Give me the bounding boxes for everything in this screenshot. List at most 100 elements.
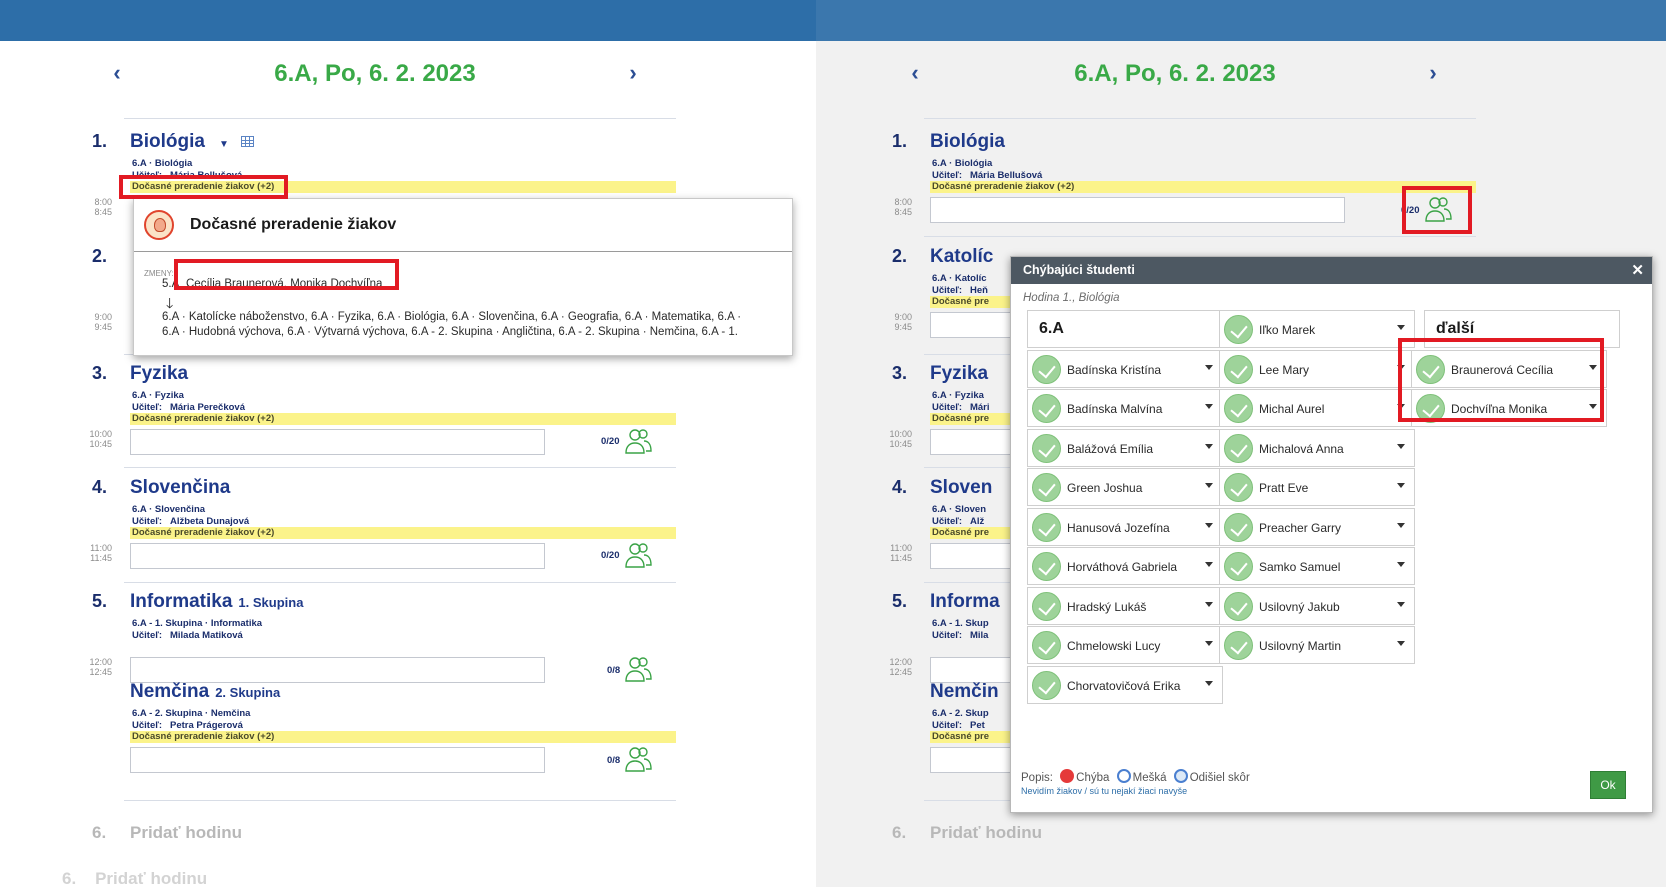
student-row[interactable]: Horváthová Gabriela (1027, 547, 1223, 585)
lesson-name[interactable]: Biológia ▼ (130, 131, 254, 153)
temporary-transfer-note[interactable]: Dočasné preradenie žiakov (+2) (130, 413, 676, 425)
student-row[interactable]: Hradský Lukáš (1027, 586, 1223, 625)
lesson-name[interactable]: Katolíc (930, 246, 994, 267)
chevron-down-icon[interactable] (1589, 404, 1597, 409)
attendance-count: 0/20 (1401, 205, 1420, 216)
chevron-down-icon[interactable] (1205, 522, 1213, 528)
chevron-down-icon[interactable] (1205, 404, 1213, 409)
present-check-icon[interactable] (1032, 394, 1061, 423)
lesson-topic-input[interactable] (130, 747, 545, 773)
student-row[interactable]: Braunerová Cecília (1411, 349, 1607, 388)
lesson-name[interactable]: Informa (930, 591, 1000, 612)
chevron-down-icon[interactable] (1205, 562, 1213, 567)
present-check-icon[interactable] (1224, 433, 1253, 463)
temporary-transfer-note[interactable]: Dočasné preradenie žiakov (+2) (130, 527, 676, 539)
temporary-transfer-note[interactable]: Dočasné preradenie žiakov (+2) (130, 731, 676, 743)
student-row[interactable]: Chmelowski Lucy (1027, 626, 1223, 664)
chevron-down-icon[interactable]: ▼ (218, 139, 229, 150)
present-check-icon[interactable] (1224, 394, 1253, 423)
present-check-icon[interactable] (1224, 473, 1253, 502)
student-row[interactable]: Samko Samuel (1219, 547, 1415, 585)
add-lesson-button[interactable]: Pridať hodinu (130, 823, 243, 842)
lesson-name[interactable]: Biológia (930, 131, 1005, 152)
present-check-icon[interactable] (1224, 552, 1253, 581)
lesson-name[interactable]: Informatika 1. Skupina (130, 591, 303, 613)
lesson-topic-input[interactable] (130, 543, 545, 569)
lesson-name[interactable]: Fyzika (930, 363, 989, 384)
chevron-down-icon[interactable] (1205, 443, 1213, 449)
student-row[interactable]: Badínska Kristína (1027, 349, 1223, 388)
lesson-topic-input[interactable] (130, 657, 545, 683)
students-icon[interactable] (624, 655, 652, 683)
present-check-icon[interactable] (1032, 433, 1061, 463)
chevron-down-icon[interactable] (1397, 483, 1405, 488)
lesson-topic-input[interactable] (930, 197, 1345, 223)
lesson-name[interactable]: Fyzika (130, 363, 189, 384)
chevron-down-icon[interactable] (1397, 562, 1405, 567)
present-check-icon[interactable] (1032, 473, 1061, 502)
present-check-icon[interactable] (1032, 670, 1061, 700)
students-icon[interactable] (624, 541, 652, 569)
students-icon[interactable] (624, 427, 652, 455)
student-row[interactable]: Green Joshua (1027, 468, 1223, 506)
chevron-down-icon[interactable] (1205, 364, 1213, 370)
chevron-down-icon[interactable] (1589, 364, 1597, 370)
student-row[interactable]: Badínska Malvína (1027, 389, 1223, 427)
lesson-name[interactable]: Slovenčina (130, 477, 231, 498)
student-row[interactable]: Iľko Marek (1219, 310, 1415, 348)
present-check-icon[interactable] (1032, 354, 1061, 384)
chevron-down-icon[interactable] (1205, 641, 1213, 646)
student-row[interactable]: Michalová Anna (1219, 428, 1415, 467)
student-row[interactable]: Michal Aurel (1219, 389, 1415, 427)
end-time: 11:45 (90, 553, 112, 563)
chevron-down-icon[interactable] (1205, 483, 1213, 488)
student-row[interactable]: Hanusová Jozefína (1027, 507, 1223, 546)
temporary-transfer-note[interactable]: Dočasné preradenie žiakov (+2) (130, 181, 676, 193)
ok-button[interactable]: Ok (1590, 771, 1626, 799)
lesson-name[interactable]: Nemčina 2. Skupina (130, 681, 280, 703)
temporary-transfer-note[interactable]: Dočasné preradenie žiakov (+2) (930, 181, 1476, 193)
next-day-arrow[interactable]: › (629, 60, 637, 85)
students-icon[interactable] (624, 745, 652, 773)
schedule-grid-icon[interactable] (240, 136, 254, 148)
teacher-name: Pet (969, 720, 985, 731)
present-check-icon[interactable] (1032, 591, 1061, 621)
present-check-icon[interactable] (1032, 512, 1061, 542)
present-check-icon[interactable] (1032, 552, 1061, 581)
students-icon[interactable] (1424, 195, 1452, 223)
chevron-down-icon[interactable] (1397, 522, 1405, 528)
start-time: 11:00 (90, 543, 112, 553)
chevron-down-icon[interactable] (1397, 443, 1405, 449)
student-row[interactable]: Lee Mary (1219, 349, 1415, 388)
present-check-icon[interactable] (1032, 631, 1061, 660)
chevron-down-icon[interactable] (1205, 601, 1213, 607)
missing-students-link[interactable]: Nevidím žiakov / sú tu nejakí žiaci navy… (1021, 786, 1188, 796)
student-row[interactable]: Preacher Garry (1219, 507, 1415, 546)
present-check-icon[interactable] (1416, 354, 1445, 384)
next-day-arrow[interactable]: › (1429, 60, 1437, 85)
lesson-name[interactable]: Sloven (930, 477, 993, 498)
student-row[interactable]: Balážová Emília (1027, 428, 1223, 467)
add-lesson-row[interactable]: 6. Pridať hodinu (892, 823, 1042, 843)
chevron-down-icon[interactable] (1205, 680, 1213, 686)
add-lesson-button[interactable]: Pridať hodinu (930, 823, 1043, 842)
present-check-icon[interactable] (1224, 591, 1253, 621)
prev-day-arrow[interactable]: ‹ (113, 60, 121, 85)
student-row[interactable]: Chorvatovičová Erika (1027, 665, 1223, 704)
present-check-icon[interactable] (1224, 631, 1253, 660)
close-icon[interactable]: ✕ (1631, 262, 1644, 279)
chevron-down-icon[interactable] (1397, 641, 1405, 646)
lesson-topic-input[interactable] (130, 429, 545, 455)
present-check-icon[interactable] (1224, 512, 1253, 542)
student-row[interactable]: Usilovný Martin (1219, 626, 1415, 664)
chevron-down-icon[interactable] (1397, 325, 1405, 330)
chevron-down-icon[interactable] (1397, 601, 1405, 607)
add-lesson-row[interactable]: 6. Pridať hodinu (92, 823, 242, 843)
present-check-icon[interactable] (1224, 354, 1253, 384)
separator (124, 467, 676, 468)
student-row[interactable]: Pratt Eve (1219, 468, 1415, 506)
present-check-icon[interactable] (1224, 315, 1253, 344)
lesson-name[interactable]: Nemčin (930, 681, 999, 702)
prev-day-arrow[interactable]: ‹ (911, 60, 919, 85)
student-row[interactable]: Usilovný Jakub (1219, 586, 1415, 625)
